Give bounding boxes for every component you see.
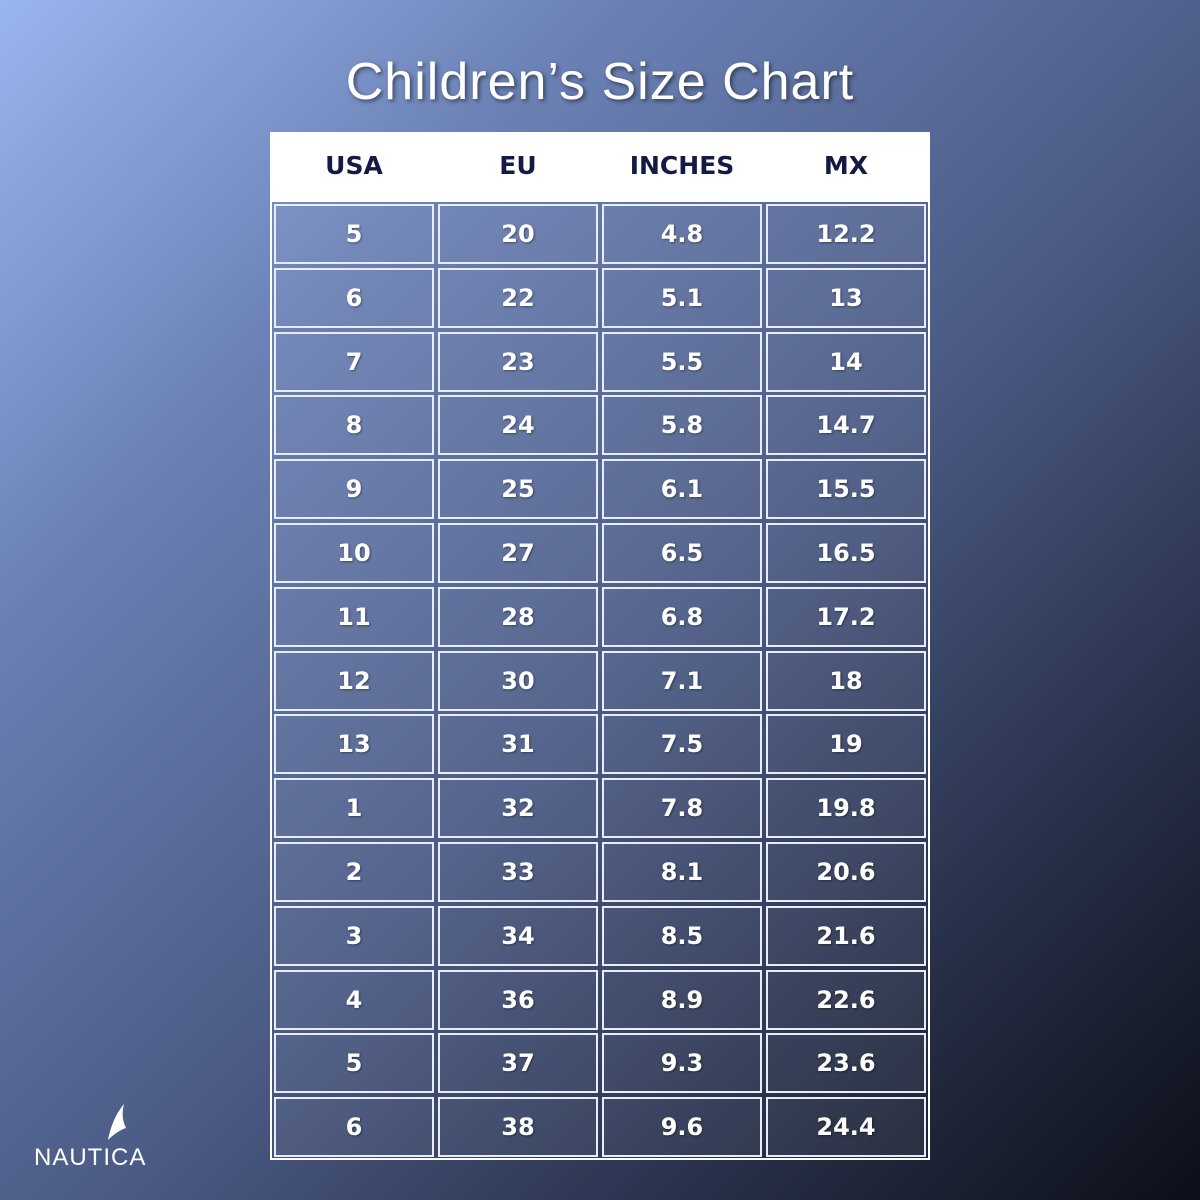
table-cell: 19: [766, 714, 926, 775]
table-cell: 20.6: [766, 842, 926, 902]
table-cell: 10: [274, 523, 434, 583]
column-header: USA: [325, 151, 383, 180]
size-table: USA EU INCHES MX 5 20 4.8 12.2 6 22 5.1 13 7 23 5.5 14…: [270, 132, 930, 1160]
table-cell: 9.6: [602, 1097, 762, 1158]
table-cell: 23.6: [766, 1033, 926, 1094]
table-cell: 31: [438, 714, 598, 775]
table-cell: 13: [274, 714, 434, 775]
table-cell: 34: [438, 905, 598, 966]
sail-icon: [108, 1104, 126, 1140]
title: Children’s Size Chart: [345, 53, 855, 111]
table-cell: 22: [438, 267, 598, 328]
table-cell: 12.2: [766, 204, 926, 264]
table-header: USA EU INCHES MX: [272, 134, 928, 202]
table-cell: 23: [438, 331, 598, 392]
table-cell: 13: [766, 267, 926, 328]
table-cell: 3: [274, 905, 434, 966]
table-cell: 7.5: [602, 714, 762, 775]
table-cell: 6: [274, 267, 434, 328]
table-cell: 9: [274, 459, 434, 520]
table-cell: 24.4: [766, 1097, 926, 1158]
table-cell: 22.6: [766, 969, 926, 1030]
logo-text: NAUTICA: [34, 1144, 147, 1171]
table-cell: 9.3: [602, 1033, 762, 1094]
table-cell: 5.1: [602, 267, 762, 328]
table-cell: 32: [438, 778, 598, 839]
column-header: MX: [823, 151, 869, 180]
table-cell: 4.8: [602, 204, 762, 264]
table-cell: 7.8: [602, 778, 762, 839]
table-cell: 5: [274, 204, 434, 264]
table-cell: 25: [438, 459, 598, 520]
table-cell: 5.8: [602, 395, 762, 456]
table-cell: 16.5: [766, 523, 926, 583]
table-cell: 4: [274, 969, 434, 1030]
table-cell: 12: [274, 650, 434, 711]
table-cell: 6.1: [602, 459, 762, 520]
table-cell: 1: [274, 778, 434, 839]
table-cell: 17.2: [766, 586, 926, 647]
table-cell: 27: [438, 523, 598, 583]
table-cell: 14: [766, 331, 926, 392]
table-cell: 20: [438, 204, 598, 264]
column-header: EU: [499, 151, 537, 180]
table-cell: 5: [274, 1033, 434, 1094]
table-cell: 30: [438, 650, 598, 711]
table-cell: 6: [274, 1097, 434, 1158]
table-cell: 38: [438, 1097, 598, 1158]
table-cell: 8.5: [602, 905, 762, 966]
table-cell: 18: [766, 650, 926, 711]
table-cell: 2: [274, 842, 434, 902]
table-cell: 8.1: [602, 842, 762, 902]
table-cell: 33: [438, 842, 598, 902]
table-cell: 24: [438, 395, 598, 456]
table-cell: 36: [438, 969, 598, 1030]
table-cell: 7: [274, 331, 434, 392]
table-cell: 7.1: [602, 650, 762, 711]
table-cell: 8: [274, 395, 434, 456]
table-cell: 6.5: [602, 523, 762, 583]
table-cell: 11: [274, 586, 434, 647]
table-cell: 37: [438, 1033, 598, 1094]
column-header: INCHES: [629, 151, 735, 180]
table-cell: 8.9: [602, 969, 762, 1030]
table-cell: 6.8: [602, 586, 762, 647]
table-cell: 5.5: [602, 331, 762, 392]
table-cell: 14.7: [766, 395, 926, 456]
table-cell: 28: [438, 586, 598, 647]
table-cell: 15.5: [766, 459, 926, 520]
table-cell: 21.6: [766, 905, 926, 966]
logo: NAUTICA: [34, 1100, 184, 1180]
table-cell: 19.8: [766, 778, 926, 839]
